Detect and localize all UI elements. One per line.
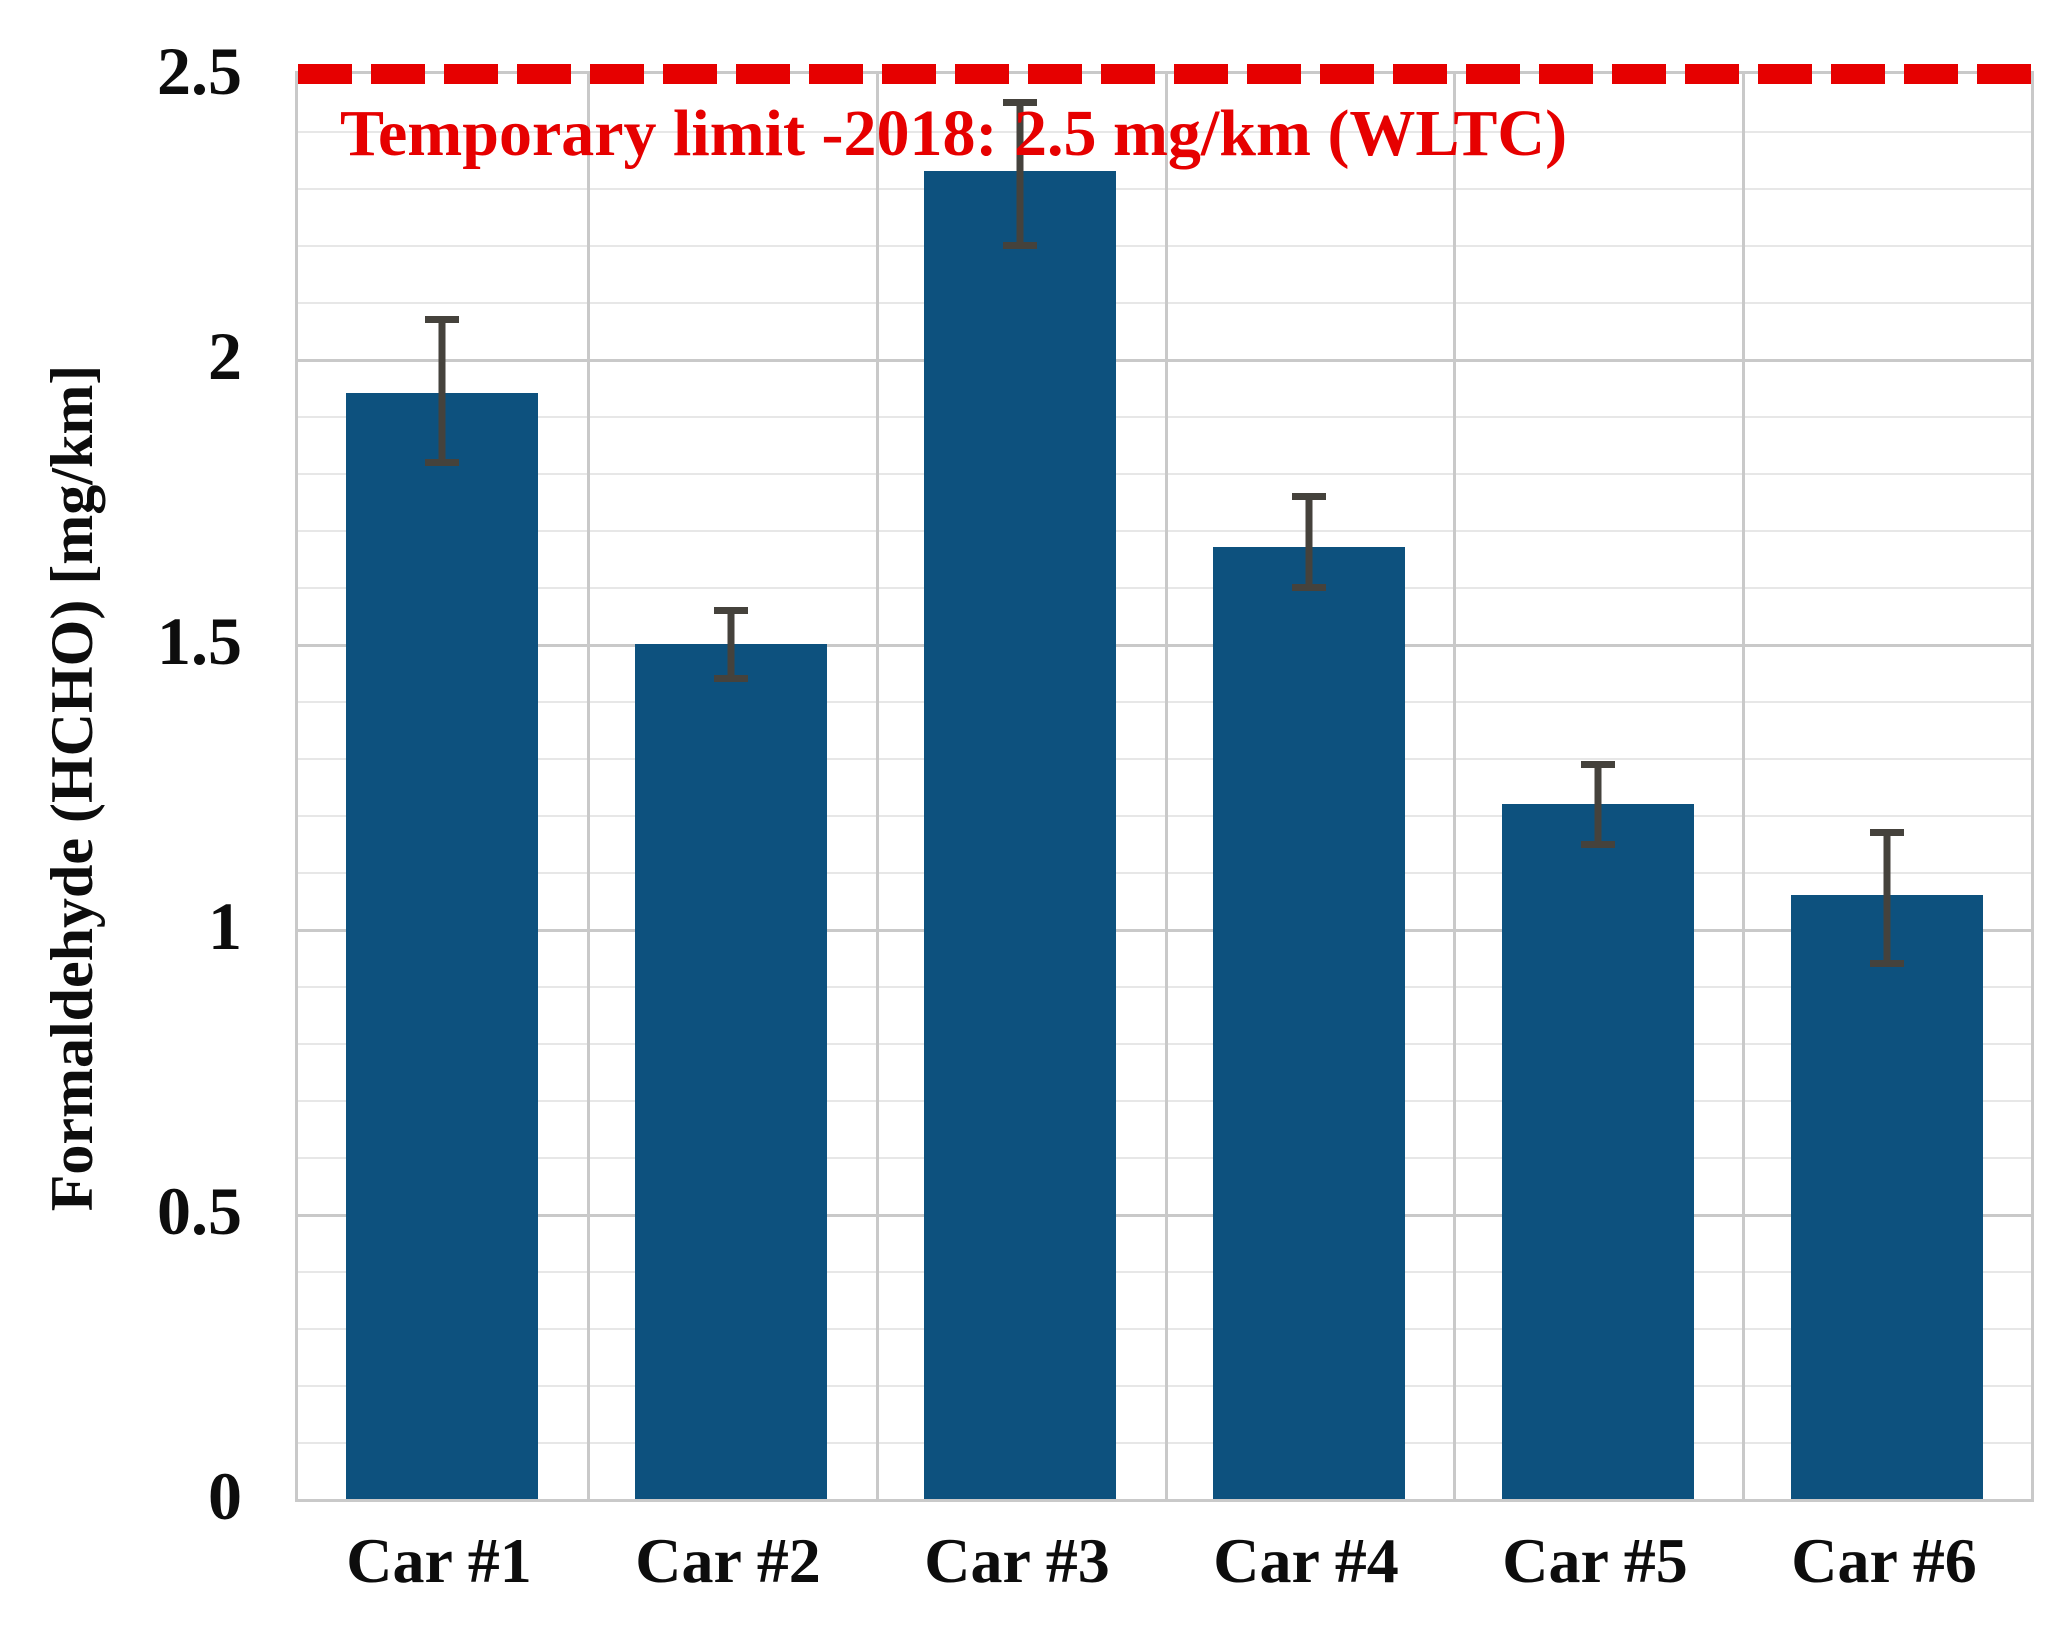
error-bar-cap-top: [714, 607, 749, 614]
minor-gridline: [298, 131, 2031, 133]
bar-car-6: [1791, 895, 1983, 1499]
major-gridline: [298, 359, 2031, 362]
error-bar: [1594, 764, 1602, 844]
x-tick-label: Car #1: [346, 1525, 532, 1596]
error-bar-cap-bottom: [714, 675, 749, 682]
minor-gridline: [298, 701, 2031, 703]
error-bar: [727, 610, 735, 678]
y-tick-label: 2.5: [157, 33, 242, 109]
bar-car-3: [924, 171, 1116, 1499]
minor-gridline: [298, 530, 2031, 532]
category-boundary-gridline: [1453, 74, 1456, 1499]
x-tick-label: Car #4: [1213, 1525, 1399, 1596]
category-boundary-gridline: [1165, 74, 1168, 1499]
y-axis-title: Formaldehyde (HCHO) [mg/km]: [39, 364, 105, 1212]
minor-gridline: [298, 1157, 2031, 1159]
minor-gridline: [298, 758, 2031, 760]
error-bar-cap-bottom: [1291, 584, 1326, 591]
x-tick-label: Car #2: [635, 1525, 821, 1596]
error-bar-cap-top: [1869, 829, 1904, 836]
category-boundary-gridline: [587, 74, 590, 1499]
bar-car-1: [346, 393, 538, 1499]
bar-car-2: [635, 644, 827, 1499]
minor-gridline: [298, 1271, 2031, 1273]
minor-gridline: [298, 416, 2031, 418]
minor-gridline: [298, 188, 2031, 190]
minor-gridline: [298, 302, 2031, 304]
error-bar: [1305, 496, 1313, 587]
bar-car-5: [1502, 804, 1694, 1499]
category-boundary-gridline: [1742, 74, 1745, 1499]
major-gridline: [298, 644, 2031, 647]
limit-line-label: Temporary limit -2018: 2.5 mg/km (WLTC): [340, 97, 1568, 170]
minor-gridline: [298, 473, 2031, 475]
error-bar: [438, 319, 446, 462]
minor-gridline: [298, 815, 2031, 817]
y-tick-label: 0: [208, 1458, 242, 1534]
x-tick-label: Car #3: [924, 1525, 1110, 1596]
y-tick-label: 0.5: [157, 1173, 242, 1249]
minor-gridline: [298, 986, 2031, 988]
bar-car-4: [1213, 547, 1405, 1499]
minor-gridline: [298, 587, 2031, 589]
major-gridline: [298, 929, 2031, 932]
minor-gridline: [298, 1100, 2031, 1102]
minor-gridline: [298, 1385, 2031, 1387]
error-bar: [1016, 102, 1024, 245]
error-bar-cap-top: [1003, 99, 1038, 106]
error-bar-cap-top: [425, 316, 460, 323]
error-bar-cap-bottom: [1869, 960, 1904, 967]
x-tick-label: Car #6: [1791, 1525, 1977, 1596]
error-bar-cap-top: [1291, 493, 1326, 500]
y-tick-label: 2: [208, 318, 242, 394]
minor-gridline: [298, 1328, 2031, 1330]
y-tick-label: 1: [208, 888, 242, 964]
limit-dashed-line: [298, 64, 2047, 84]
x-tick-label: Car #5: [1502, 1525, 1688, 1596]
minor-gridline: [298, 872, 2031, 874]
y-tick-label: 1.5: [157, 603, 242, 679]
category-boundary-gridline: [876, 74, 879, 1499]
minor-gridline: [298, 1043, 2031, 1045]
minor-gridline: [298, 1442, 2031, 1444]
error-bar-cap-top: [1580, 761, 1615, 768]
error-bar-cap-bottom: [425, 459, 460, 466]
error-bar-cap-bottom: [1580, 841, 1615, 848]
minor-gridline: [298, 245, 2031, 247]
major-gridline: [298, 1214, 2031, 1217]
plot-area: Temporary limit -2018: 2.5 mg/km (WLTC): [295, 64, 2047, 1502]
error-bar-cap-bottom: [1003, 242, 1038, 249]
error-bar: [1883, 832, 1891, 963]
